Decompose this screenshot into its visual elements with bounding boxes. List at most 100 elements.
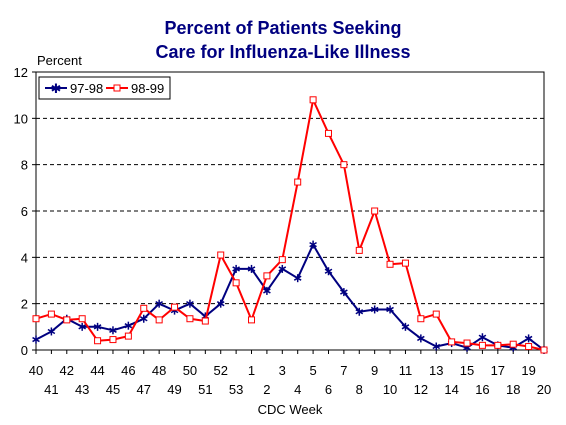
x-tick-label: 11 — [399, 363, 413, 378]
x-tick-label: 47 — [137, 382, 151, 397]
star-stroke — [309, 241, 317, 248]
x-tick-label: 10 — [383, 382, 397, 397]
data-point-98-99 — [371, 207, 379, 215]
data-point-97-98 — [93, 322, 102, 331]
data-point-97-98 — [47, 327, 56, 336]
y-tick-label: 10 — [14, 111, 28, 126]
star-stroke — [155, 301, 163, 307]
data-point-97-98 — [370, 305, 379, 314]
y-axis-label: Percent — [37, 53, 82, 68]
x-axis-label: CDC Week — [258, 402, 323, 417]
star-stroke — [432, 343, 441, 350]
legend-box — [38, 76, 171, 100]
x-tick-label: 44 — [90, 363, 104, 378]
star-stroke — [401, 324, 410, 330]
x-tick-label: 15 — [460, 363, 474, 378]
data-point-97-98 — [386, 305, 394, 314]
legend-marker-97-98: ✱ — [51, 82, 62, 97]
data-point-98-99 — [309, 96, 317, 104]
data-point-98-99 — [386, 260, 394, 268]
series-line-97-98 — [35, 243, 545, 351]
x-tick-label: 18 — [506, 382, 520, 397]
data-point-98-99 — [263, 272, 271, 280]
star-stroke — [247, 266, 256, 272]
x-tick-label: 2 — [263, 382, 270, 397]
star-stroke — [47, 328, 56, 335]
data-point-97-98 — [78, 322, 87, 331]
x-tick-label: 5 — [309, 363, 316, 378]
x-tick-label: 1 — [248, 363, 255, 378]
x-tick-label: 48 — [152, 363, 166, 378]
data-point-98-99 — [63, 316, 71, 324]
data-point-98-99 — [478, 341, 486, 349]
axes: 0246810124041424344454647484950515253123… — [14, 65, 552, 397]
star-stroke — [417, 335, 425, 342]
x-tick-label: 40 — [29, 363, 43, 378]
data-point-97-98 — [124, 321, 133, 330]
star-stroke — [186, 301, 194, 307]
x-tick-label: 42 — [60, 363, 74, 378]
star-stroke — [324, 268, 333, 274]
series-line-98-99 — [35, 98, 545, 351]
x-tick-label: 51 — [198, 382, 212, 397]
x-tick-label: 46 — [121, 363, 135, 378]
star-stroke — [139, 316, 148, 322]
data-point-98-99 — [248, 316, 256, 324]
legend-marker-98-99 — [113, 84, 121, 92]
data-point-97-98 — [278, 264, 287, 273]
x-tick-label: 43 — [75, 382, 89, 397]
data-point-97-98 — [155, 299, 163, 308]
star-stroke — [355, 309, 364, 315]
data-point-98-99 — [525, 343, 533, 351]
star-stroke — [124, 323, 133, 329]
star-stroke — [232, 266, 240, 272]
star-stroke — [263, 288, 271, 294]
data-point-98-99 — [509, 340, 517, 348]
data-point-97-98 — [139, 314, 148, 323]
x-tick-label: 6 — [325, 382, 332, 397]
star-stroke — [216, 301, 225, 307]
data-point-98-99 — [155, 316, 163, 324]
x-tick-label: 52 — [213, 363, 227, 378]
star-stroke — [78, 324, 87, 330]
star-stroke — [93, 324, 102, 330]
data-point-98-99 — [94, 337, 102, 345]
x-tick-label: 50 — [183, 363, 197, 378]
star-stroke — [293, 275, 302, 281]
x-tick-label: 9 — [371, 363, 378, 378]
data-point-98-99 — [32, 315, 40, 323]
star-stroke — [524, 335, 533, 342]
data-point-97-98 — [309, 240, 317, 249]
data-point-97-98 — [417, 334, 425, 343]
chart-subtitle: Care for Influenza-Like Illness — [155, 42, 410, 62]
data-point-98-99 — [47, 310, 55, 318]
star-stroke — [340, 289, 348, 295]
data-point-98-99 — [494, 341, 502, 349]
data-point-97-98 — [340, 288, 348, 297]
data-point-97-98 — [524, 334, 533, 343]
data-point-98-99 — [109, 336, 117, 344]
data-point-98-99 — [355, 246, 363, 254]
star-stroke — [386, 306, 394, 313]
x-tick-label: 8 — [356, 382, 363, 397]
data-point-97-98 — [232, 264, 240, 273]
x-tick-label: 17 — [491, 363, 505, 378]
x-tick-label: 19 — [521, 363, 535, 378]
data-point-97-98 — [401, 322, 410, 331]
data-point-98-99 — [401, 259, 409, 267]
data-point-97-98 — [32, 335, 40, 344]
data-point-98-99 — [232, 279, 240, 287]
star-stroke — [370, 306, 379, 313]
data-point-98-99 — [186, 315, 194, 323]
star-stroke — [278, 266, 287, 272]
star-stroke — [32, 336, 40, 343]
data-point-97-98 — [263, 286, 271, 295]
data-point-98-99 — [324, 129, 332, 137]
data-point-98-99 — [417, 315, 425, 323]
data-point-98-99 — [124, 332, 132, 340]
data-point-98-99 — [140, 304, 148, 312]
x-tick-label: 12 — [414, 382, 428, 397]
legend-label-98-99: 98-99 — [131, 81, 164, 96]
data-point-97-98 — [247, 264, 256, 273]
